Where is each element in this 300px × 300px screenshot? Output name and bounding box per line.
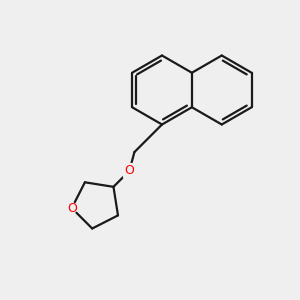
Text: O: O	[67, 202, 77, 214]
Text: O: O	[124, 164, 134, 177]
